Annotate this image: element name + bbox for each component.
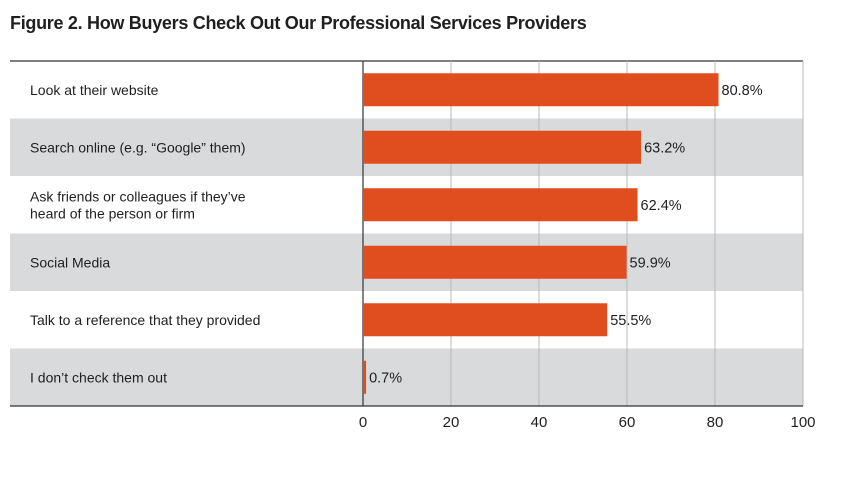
category-label: Search online (e.g. “Google” them) [30,139,246,155]
category-label: I don’t check them out [30,369,167,385]
x-tick-label: 60 [619,414,636,431]
category-label: Ask friends or colleagues if they’ve hear… [30,188,246,221]
gridlines [10,60,804,406]
x-tick-label: 0 [359,414,367,431]
category-label: Talk to a reference that they provided [30,312,260,328]
bars [363,73,719,394]
x-tick-label: 20 [443,414,460,431]
bar [363,303,608,337]
bar [363,245,627,279]
value-label: 55.5% [610,313,651,329]
chart-title: Figure 2. How Buyers Check Out Our Profe… [10,13,587,33]
x-tick-label: 100 [790,414,815,431]
value-label: 0.7% [369,370,402,386]
value-label: 59.9% [630,255,671,271]
bar [363,360,367,394]
category-label: Look at their website [30,82,159,98]
category-labels: Look at their website Search online (e.g.… [30,82,260,386]
value-label: 80.8% [722,83,763,99]
bar [363,130,642,164]
bar [363,188,638,222]
bar [363,73,719,107]
value-labels: 80.8% 63.2% 62.4% 59.9% 55.5% 0.7% [369,83,763,387]
value-label: 62.4% [641,198,682,214]
value-label: 63.2% [644,140,685,156]
x-tick-label: 80 [707,414,724,431]
x-tick-label: 40 [531,414,548,431]
x-axis: 0 20 40 60 80 100 [10,405,816,431]
category-label: Social Media [30,254,110,270]
row-band [10,348,803,406]
